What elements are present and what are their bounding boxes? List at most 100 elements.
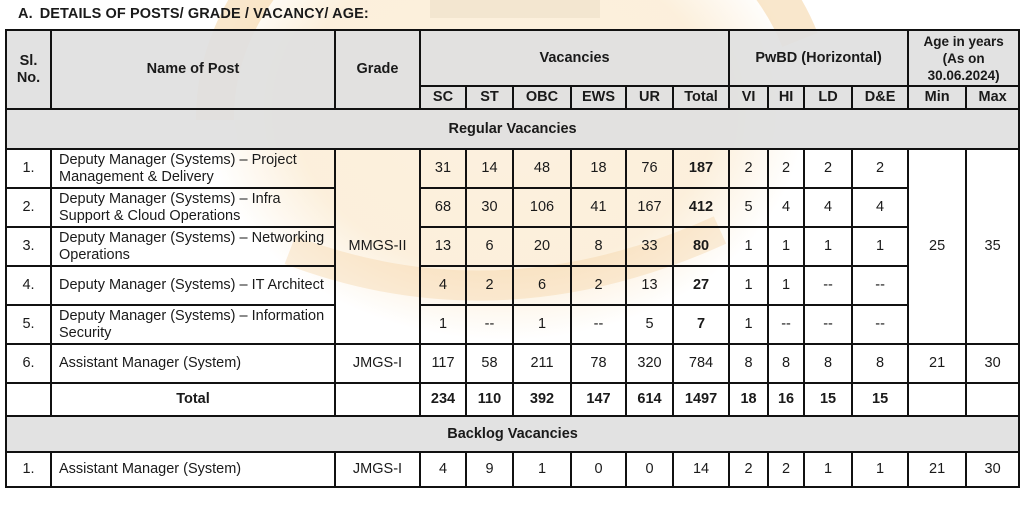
cell-ews: 8 — [570, 226, 627, 267]
header-age: Age in years (As on 30.06.2024) — [907, 29, 1021, 87]
table-row: 5. Deputy Manager (Systems) – Informatio… — [5, 304, 1019, 345]
cell-ld: 1 — [803, 226, 854, 267]
cell-sl: 3. — [5, 226, 52, 267]
cell-ews: 0 — [570, 451, 627, 488]
cell-obc: 20 — [512, 226, 572, 267]
cell-sl-empty — [5, 382, 52, 417]
header-ur: UR — [625, 85, 674, 110]
cell-vi: 1 — [728, 226, 770, 267]
cell-age-max: 30 — [965, 451, 1021, 488]
section-row-backlog: Backlog Vacancies — [4, 415, 1021, 453]
header-ld: LD — [803, 85, 854, 110]
cell-post-name: Deputy Manager (Systems) – Project Manag… — [50, 148, 336, 189]
cell-ur: 614 — [625, 382, 674, 417]
header-vi: VI — [728, 85, 770, 110]
cell-vi: 2 — [728, 451, 770, 488]
cell-hi: 1 — [767, 226, 806, 267]
header-age-max: Max — [965, 85, 1021, 110]
cell-hi: 16 — [767, 382, 806, 417]
cell-obc: 211 — [512, 343, 572, 384]
cell-ews: 147 — [570, 382, 627, 417]
header-hi: HI — [767, 85, 806, 110]
cell-grade-empty — [334, 382, 421, 417]
cell-hi: 8 — [767, 343, 806, 384]
cell-post-name: Deputy Manager (Systems) – Networking Op… — [50, 226, 336, 267]
header-ews: EWS — [570, 85, 627, 110]
section-title-text: DETAILS OF POSTS/ GRADE / VACANCY/ AGE: — [39, 6, 369, 22]
section-title: A. DETAILS OF POSTS/ GRADE / VACANCY/ AGE… — [18, 6, 369, 22]
cell-total: 27 — [671, 265, 731, 306]
cell-obc: 1 — [512, 451, 572, 488]
section-label-backlog: Backlog Vacancies — [4, 415, 1021, 453]
cell-sc: 68 — [419, 187, 467, 228]
cell-st: -- — [465, 304, 514, 345]
cell-age-max-mmgs: 35 — [965, 148, 1021, 345]
cell-age-min-mmgs: 25 — [907, 148, 968, 345]
cell-hi: 2 — [767, 451, 806, 488]
cell-ur: 5 — [625, 304, 674, 345]
cell-age-min-empty — [907, 382, 968, 417]
cell-ur: 320 — [625, 343, 674, 384]
cell-sl: 5. — [5, 304, 52, 345]
header-st: ST — [465, 85, 514, 110]
header-obc: OBC — [512, 85, 572, 110]
table-row: 2. Deputy Manager (Systems) – Infra Supp… — [5, 187, 1019, 228]
cell-sc: 13 — [419, 226, 467, 267]
cell-total: 14 — [671, 451, 731, 488]
cell-sl: 2. — [5, 187, 52, 228]
cell-ld: 1 — [803, 451, 854, 488]
cell-sl: 6. — [5, 343, 52, 384]
cell-de: -- — [851, 304, 910, 345]
cell-st: 6 — [465, 226, 514, 267]
total-row: Total 234 110 392 147 614 1497 18 16 15 … — [5, 382, 1021, 417]
cell-ld: 15 — [803, 382, 854, 417]
cell-post-name: Assistant Manager (System) — [50, 343, 336, 384]
cell-total: 784 — [671, 343, 731, 384]
cell-age-max: 30 — [965, 343, 1021, 384]
cell-post-name: Deputy Manager (Systems) – IT Architect — [50, 265, 336, 306]
table-row: 1. Deputy Manager (Systems) – Project Ma… — [5, 148, 1021, 345]
cell-ur: 13 — [625, 265, 674, 306]
cell-hi: 4 — [767, 187, 806, 228]
header-row-top: Sl. No. Name of Post Grade Vacancies PwB… — [5, 29, 1021, 110]
header-vacancies: Vacancies — [418, 29, 731, 87]
cell-vi: 1 — [728, 265, 770, 306]
cell-total: 1497 — [671, 382, 731, 417]
cell-st: 58 — [465, 343, 514, 384]
cell-post-name: Deputy Manager (Systems) – Information S… — [50, 304, 336, 345]
cell-ur: 76 — [625, 148, 674, 189]
cell-ews: 41 — [570, 187, 627, 228]
table-row: 4. Deputy Manager (Systems) – IT Archite… — [5, 265, 1019, 306]
cell-vi: 18 — [728, 382, 770, 417]
table-row: 1. Assistant Manager (System) JMGS-I 4 9… — [5, 451, 1021, 488]
cell-obc: 106 — [512, 187, 572, 228]
header-grade: Grade — [334, 29, 421, 110]
cell-total: 7 — [671, 304, 731, 345]
cell-obc: 6 — [512, 265, 572, 306]
cell-ur: 33 — [625, 226, 674, 267]
cell-sc: 1 — [419, 304, 467, 345]
section-row-regular: Regular Vacancies — [4, 108, 1021, 150]
cell-st: 2 — [465, 265, 514, 306]
cell-de: 2 — [851, 148, 910, 189]
cell-obc: 1 — [512, 304, 572, 345]
cell-obc: 392 — [512, 382, 572, 417]
header-total: Total — [671, 85, 731, 110]
cell-ld: 2 — [803, 148, 854, 189]
cell-ews: -- — [570, 304, 627, 345]
cell-sc: 117 — [419, 343, 467, 384]
cell-ews: 78 — [570, 343, 627, 384]
cell-st: 9 — [465, 451, 514, 488]
cell-de: 1 — [851, 451, 910, 488]
cell-st: 30 — [465, 187, 514, 228]
cell-post-name: Assistant Manager (System) — [50, 451, 336, 488]
cell-total: 187 — [671, 148, 731, 189]
cell-hi: 1 — [767, 265, 806, 306]
cell-total-label: Total — [50, 382, 336, 417]
cell-ews: 18 — [570, 148, 627, 189]
cell-sl: 1. — [5, 148, 52, 189]
cell-sl: 1. — [5, 451, 52, 488]
cell-total: 80 — [671, 226, 731, 267]
table-row: 3. Deputy Manager (Systems) – Networking… — [5, 226, 1019, 267]
cell-post-name: Deputy Manager (Systems) – Infra Support… — [50, 187, 336, 228]
